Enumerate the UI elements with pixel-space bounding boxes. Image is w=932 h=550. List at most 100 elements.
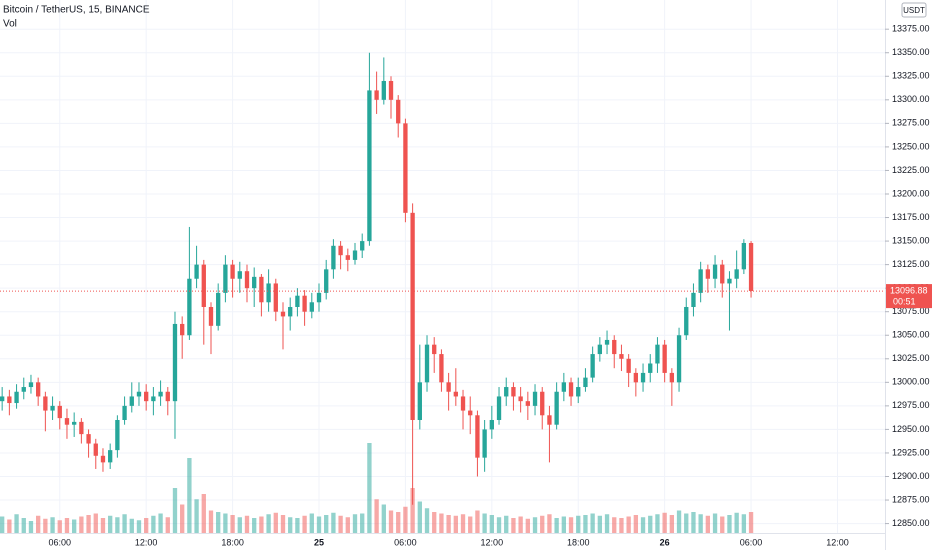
volume-bar [612,517,617,533]
candle-body [547,415,552,425]
volume-bar [144,518,149,533]
volume-bar [540,515,545,533]
candle-body [446,382,451,392]
volume-bar [669,515,675,533]
volume-bar [410,488,415,533]
volume-bar [468,516,473,533]
volume-bar [14,514,19,533]
y-tick-label: 13000.00 [892,377,930,387]
y-tick-label: 12975.00 [892,400,930,410]
y-tick-label: 12850.00 [892,518,930,528]
candle-body [338,245,343,256]
countdown-label: 00:51 [893,296,916,306]
volume-bar [21,518,26,533]
volume-bar [453,515,458,533]
candle-body [583,377,588,388]
x-tick-label: 12:00 [135,537,158,547]
volume-bar [496,517,502,533]
volume-bar [748,512,754,533]
volume-bar [266,514,271,533]
volume-bar [316,516,322,533]
volume-bar [367,443,372,533]
candle-body [648,363,653,373]
volume-bar [568,517,574,533]
x-tick-label: 06:00 [740,537,763,547]
candle-body [633,372,639,383]
volume-bar [676,510,682,533]
candle-body [597,344,603,355]
y-tick-label: 12925.00 [892,447,930,457]
candle-body [237,271,242,279]
volume-bar [273,512,278,533]
candle-body [309,302,314,312]
candle-body [93,443,98,456]
y-tick-label: 13200.00 [892,188,930,198]
y-tick-label: 13025.00 [892,353,930,363]
candle-body [590,354,595,378]
volume-bar [280,515,286,533]
volume-bar [576,515,581,533]
chart-title: Bitcoin / TetherUS, 15, BINANCE [3,5,150,16]
y-tick-label: 13325.00 [892,71,930,81]
y-tick-label: 13250.00 [892,141,930,151]
volume-bar [727,515,732,533]
volume-bar [7,519,12,533]
volume-bar [475,510,480,533]
y-tick-label: 13150.00 [892,235,930,245]
volume-bar [597,515,603,533]
candle-body [381,80,386,100]
volume-bar [712,513,718,533]
x-tick-label: 18:00 [221,537,244,547]
candle-body [86,434,91,444]
candle-body [360,241,365,251]
candle-body [619,354,624,359]
candle-body [180,323,185,336]
candle-body [424,344,430,383]
volume-bar [122,514,127,533]
y-tick-label: 12950.00 [892,424,930,434]
candle-body [518,396,523,402]
volume-bar [237,517,242,533]
candle-body [21,387,26,392]
x-tick-label: 26 [660,537,670,547]
candle-body [194,264,199,279]
candle-body [280,311,286,317]
volume-bar [554,518,559,533]
volume-bar [583,515,588,533]
volume-bar [547,514,552,533]
candle-body [151,396,156,402]
volume-bar [741,514,747,533]
candle-body [50,405,55,411]
y-tick-label: 12900.00 [892,471,930,481]
axes: 12850.00 12875.00 12900.00 12925.00 12950.00… [0,24,932,547]
candle-body [576,387,581,397]
volume-bar [734,512,739,533]
volume-bar [93,513,98,533]
volume-bar [28,521,34,533]
volume-bar [252,518,257,533]
volume-bar [302,515,307,533]
candle-body [612,339,617,355]
candle-layer [0,52,754,505]
volume-bar [532,517,538,533]
candle-body [259,276,264,303]
volume-bar [360,513,365,533]
volume-layer [0,443,754,533]
candle-body [144,391,149,402]
candle-body [705,269,711,279]
y-tick-label: 13075.00 [892,306,930,316]
volume-bar [446,515,451,533]
volume-bar [504,515,509,533]
volume-bar [64,518,70,533]
candle-body [345,255,350,260]
candle-body [388,80,394,100]
volume-bar [691,512,696,533]
candle-body [288,306,293,317]
candle-body [302,295,307,312]
y-tick-label: 13175.00 [892,212,930,222]
volume-bar [57,520,62,533]
currency-label[interactable]: USDT [903,6,925,15]
volume-bar [648,515,653,533]
currency-button[interactable] [901,2,927,18]
volume-bar [194,499,199,533]
